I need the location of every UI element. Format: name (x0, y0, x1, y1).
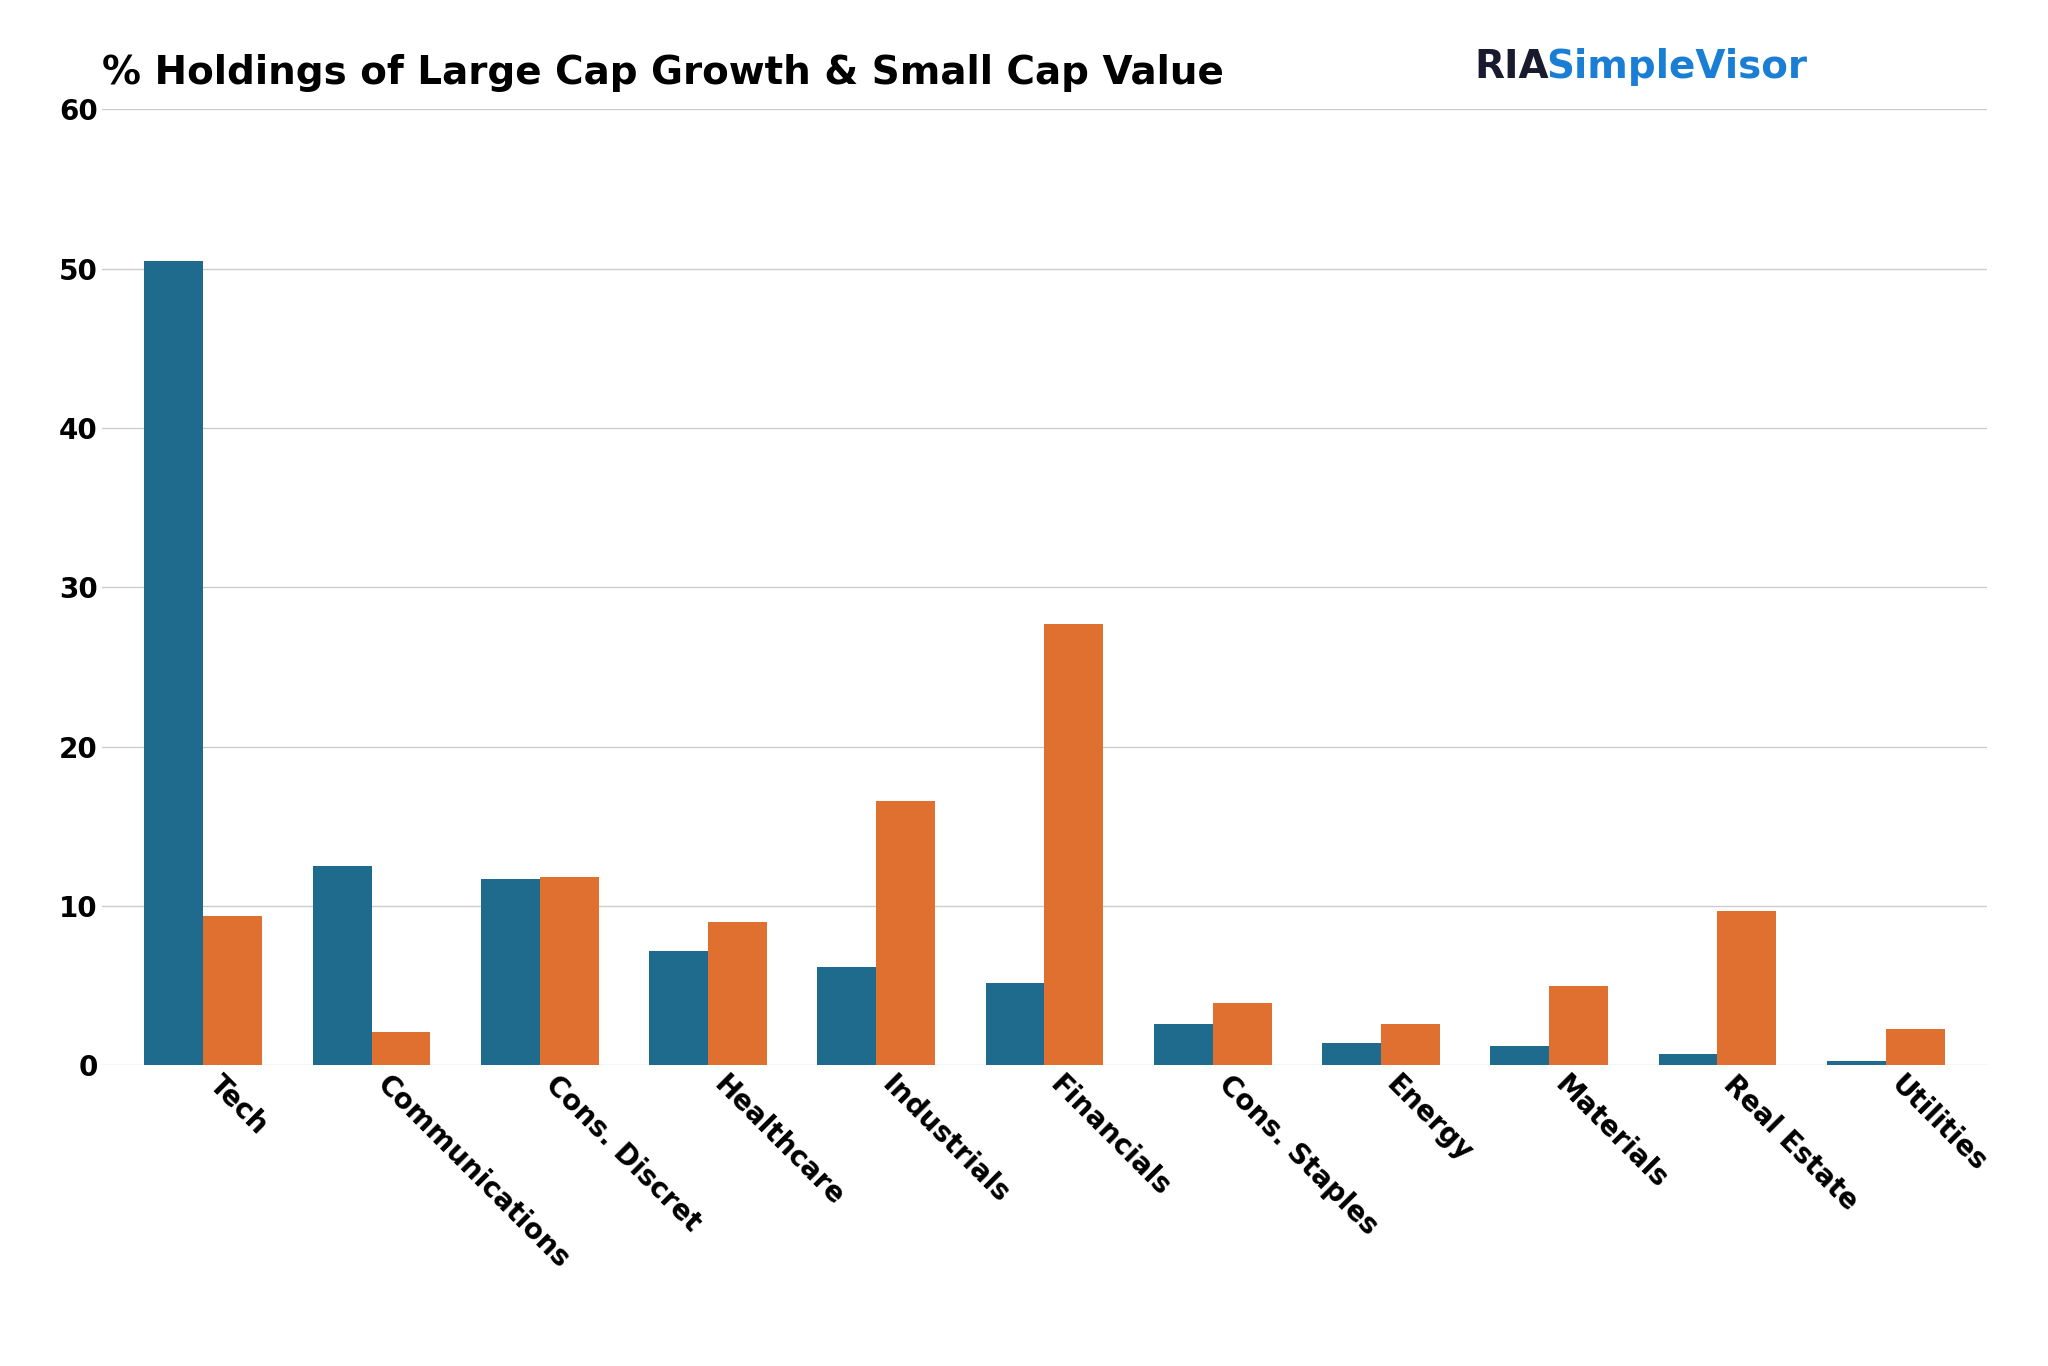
Bar (1886, 1029, 1944, 1065)
Text: SimpleVisor: SimpleVisor (1546, 48, 1806, 86)
Bar (1153, 1024, 1212, 1065)
Bar (649, 951, 709, 1065)
Bar (1323, 1044, 1380, 1065)
Bar (481, 880, 541, 1065)
Bar (985, 982, 1044, 1065)
Polygon shape (1372, 25, 1454, 94)
Bar (145, 261, 203, 1065)
Text: RIA: RIA (1475, 48, 1548, 86)
Bar (1718, 911, 1776, 1065)
Bar (1659, 1055, 1718, 1065)
Bar (817, 967, 877, 1065)
Bar (1212, 1003, 1272, 1065)
Bar (1044, 624, 1104, 1065)
Bar (313, 866, 371, 1065)
Text: % Holdings of Large Cap Growth & Small Cap Value: % Holdings of Large Cap Growth & Small C… (102, 55, 1225, 93)
Bar (203, 915, 262, 1065)
Bar (1548, 986, 1608, 1065)
Legend: IVW, IJS: IVW, IJS (920, 1359, 1169, 1366)
Bar (371, 1033, 430, 1065)
Bar (1827, 1060, 1886, 1065)
Bar (1380, 1024, 1440, 1065)
Bar (1491, 1046, 1548, 1065)
Bar (709, 922, 766, 1065)
Bar (877, 800, 936, 1065)
Bar (541, 877, 598, 1065)
